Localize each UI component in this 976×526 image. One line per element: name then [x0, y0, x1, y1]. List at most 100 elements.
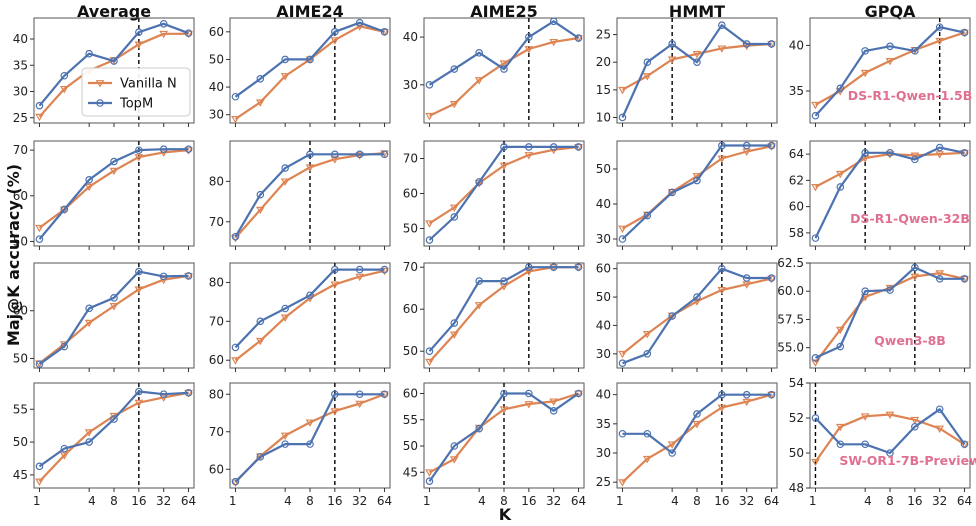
data-point-topm — [718, 21, 726, 29]
series-line-vanilla-n — [38, 274, 189, 365]
data-point-topm — [742, 274, 751, 282]
data-point-topm — [159, 145, 168, 154]
data-point-topm — [668, 188, 676, 197]
y-tick-label: 30 — [596, 446, 611, 460]
data-point-topm — [911, 47, 919, 55]
data-point-topm — [549, 407, 558, 415]
panel-sw-or1-7b-preview-average: 45 50 55 1 4 8 16 32 64 — [13, 382, 196, 508]
y-tick-label: 58 — [789, 226, 804, 240]
data-point-topm — [960, 440, 969, 449]
data-point-topm — [475, 277, 483, 285]
x-tick-label: 8 — [886, 494, 894, 508]
data-point-vanilla-n — [449, 204, 459, 212]
series-line-topm — [234, 268, 385, 349]
x-tick-label: 1 — [809, 494, 817, 508]
y-tick-label: 60 — [596, 262, 611, 276]
panel-frame — [809, 17, 971, 124]
data-point-topm — [355, 150, 364, 159]
series-vanilla-n — [231, 23, 389, 124]
data-point-topm — [525, 263, 533, 272]
series-line-vanilla-n — [814, 151, 965, 188]
data-point-topm — [231, 343, 240, 352]
data-point-vanilla-n — [811, 458, 820, 467]
x-tick-label: 32 — [739, 494, 754, 508]
y-tick-label: 30 — [209, 108, 224, 122]
data-point-vanilla-n — [59, 85, 69, 94]
data-point-topm — [549, 263, 558, 272]
panel-sw-or1-7b-preview-hmmt: 25 30 35 40 1 4 8 16 32 64 — [596, 382, 779, 508]
data-point-topm — [500, 277, 508, 285]
data-point-topm — [281, 304, 289, 313]
y-tick-label: 35 — [596, 417, 611, 431]
data-point-topm — [960, 275, 969, 283]
series-vanilla-n — [231, 267, 389, 365]
data-point-topm — [861, 149, 869, 157]
column-title-aime24: AIME24 — [276, 2, 343, 21]
data-point-topm — [281, 164, 289, 172]
legend-marker-circle — [96, 99, 104, 107]
y-tick-label: 55.0 — [777, 341, 804, 355]
series-line-topm — [38, 22, 189, 107]
y-tick-label: 52 — [789, 411, 804, 425]
x-tick-label: 64 — [764, 494, 779, 508]
data-point-topm — [35, 235, 44, 243]
series-topm — [231, 390, 389, 486]
y-tick-label: 30 — [596, 232, 611, 246]
y-tick-label: 60 — [209, 25, 224, 39]
y-tick-label: 45 — [403, 465, 418, 479]
x-tick-label: 16 — [521, 494, 536, 508]
y-tick-label: 60 — [209, 462, 224, 476]
series-topm — [35, 19, 193, 110]
data-point-topm — [35, 101, 44, 110]
x-tick-label: 4 — [478, 494, 486, 508]
data-point-vanilla-n — [499, 162, 509, 170]
series-topm — [811, 405, 969, 457]
series-line-topm — [428, 266, 579, 352]
panel-sw-or1-7b-preview-aime24: 60 70 80 1 4 8 16 32 64 — [209, 382, 392, 508]
panel-frame — [229, 382, 391, 489]
series-line-vanilla-n — [814, 413, 966, 463]
legend-label: Vanilla N — [120, 77, 177, 92]
series-topm — [35, 387, 193, 471]
data-point-topm — [184, 272, 193, 280]
y-tick-label: 55 — [13, 402, 28, 416]
data-point-topm — [425, 81, 434, 89]
data-point-topm — [811, 354, 820, 362]
data-point-topm — [525, 33, 533, 41]
y-axis-title: Maj@K accuracy (%) — [4, 164, 23, 346]
data-point-vanilla-n — [84, 319, 94, 328]
data-point-vanilla-n — [618, 225, 627, 233]
y-tick-label: 57.5 — [777, 312, 804, 326]
data-point-topm — [693, 176, 701, 185]
y-tick-label: 60 — [13, 189, 28, 203]
data-point-topm — [574, 34, 583, 42]
data-point-vanilla-n — [642, 455, 652, 464]
panel-frame — [616, 17, 778, 124]
series-topm — [231, 150, 389, 241]
series-line-topm — [814, 26, 965, 117]
data-point-vanilla-n — [642, 331, 652, 339]
data-point-topm — [475, 178, 483, 186]
y-tick-label: 30 — [596, 347, 611, 361]
data-point-topm — [380, 390, 389, 399]
data-point-vanilla-n — [425, 469, 434, 477]
y-tick-label: 54 — [789, 376, 804, 390]
x-tick-label: 32 — [932, 494, 947, 508]
data-point-topm — [643, 58, 652, 67]
x-tick-label: 32 — [352, 494, 367, 508]
data-point-topm — [110, 157, 118, 166]
data-point-vanilla-n — [474, 77, 484, 85]
data-point-topm — [960, 28, 969, 37]
data-point-topm — [450, 319, 459, 327]
data-point-vanilla-n — [255, 99, 265, 107]
data-point-vanilla-n — [910, 152, 920, 160]
panel-qwen3-8b-hmmt: 30 40 50 60 — [596, 262, 778, 372]
panel-ds-r1-qwen-1-5b-hmmt: 10 15 20 25 — [596, 17, 778, 127]
data-point-topm — [618, 235, 627, 243]
series-vanilla-n — [618, 391, 776, 487]
data-point-topm — [811, 111, 820, 120]
data-point-topm — [861, 287, 869, 296]
data-point-topm — [935, 275, 944, 283]
panel-sw-or1-7b-preview-gpqa: 48 50 52 54 1 4 8 16 32 64 SW-OR1-7B-Preview — [789, 376, 976, 508]
data-point-vanilla-n — [449, 100, 459, 109]
